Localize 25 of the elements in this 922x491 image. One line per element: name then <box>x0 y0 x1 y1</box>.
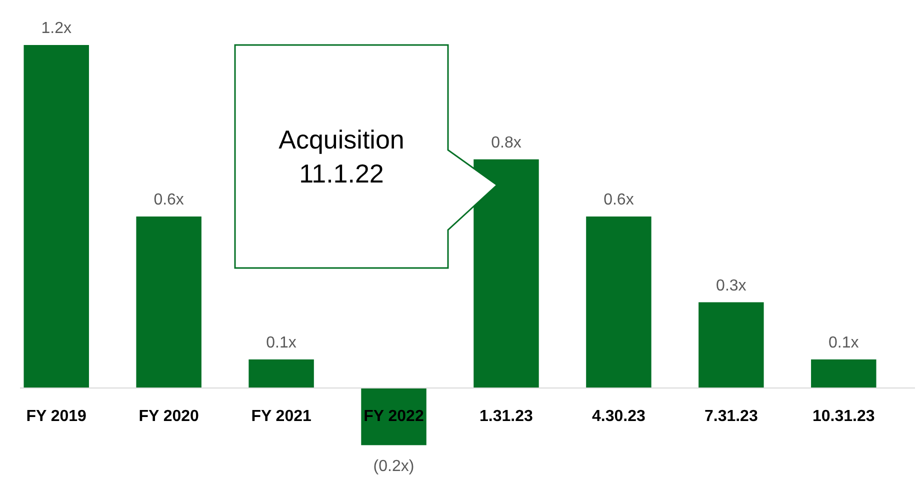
x-tick-label: FY 2020 <box>138 408 200 425</box>
x-tick-label: FY 2022 <box>364 408 424 425</box>
data-label: 0.3x <box>716 277 746 294</box>
bar <box>361 388 426 446</box>
bar <box>811 359 876 388</box>
bar <box>698 302 764 388</box>
data-label: 0.6x <box>154 192 184 208</box>
x-tick-label: 4.30.23 <box>592 408 646 425</box>
bar <box>136 216 202 388</box>
bar <box>248 359 314 388</box>
x-tick-label: FY 2021 <box>251 408 312 425</box>
x-tick-label: 10.31.23 <box>812 408 875 425</box>
bar <box>24 45 89 388</box>
data-label: (0.2x) <box>373 458 414 476</box>
data-label: 0.1x <box>828 334 859 352</box>
bar <box>474 159 539 388</box>
x-tick-label: 1.31.23 <box>480 408 534 425</box>
data-label: 0.1x <box>266 334 296 352</box>
data-label: 0.6x <box>604 192 634 208</box>
annotation: Acquisition 11.1.22 <box>278 124 404 188</box>
x-tick-label: FY 2019 <box>26 408 87 425</box>
data-label: 1.2x <box>41 20 72 37</box>
x-tick-label: 7.31.23 <box>704 408 758 425</box>
bar <box>586 216 652 388</box>
data-label: 0.8x <box>491 134 522 152</box>
